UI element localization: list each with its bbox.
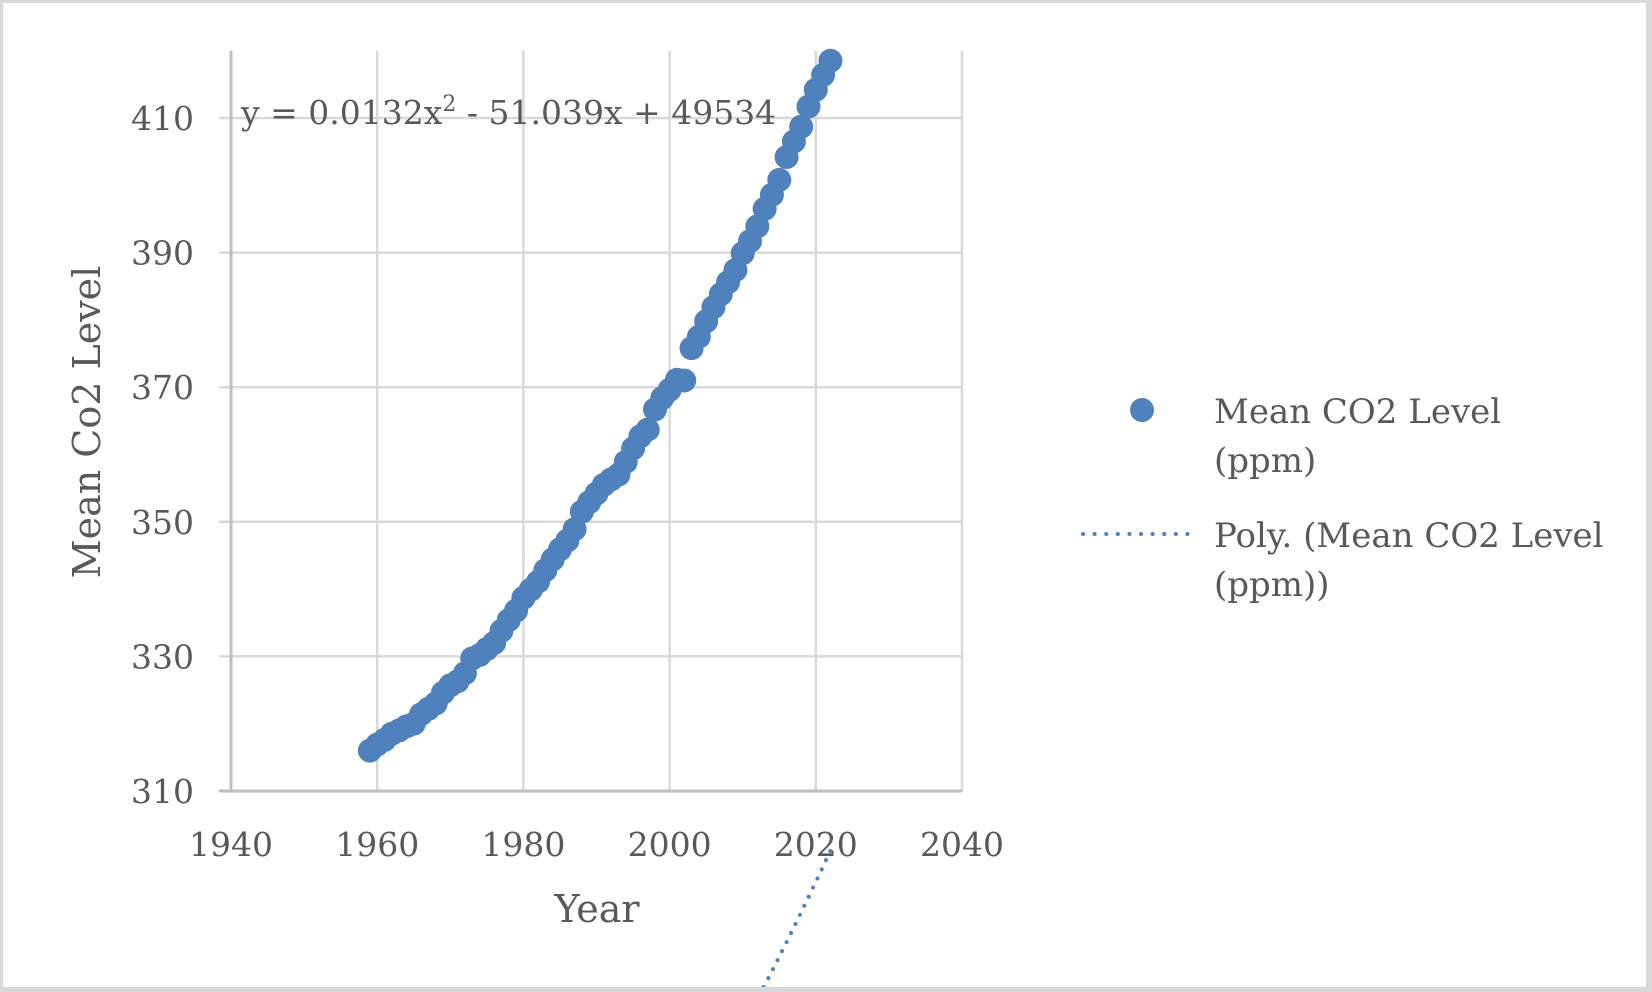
- legend-marker-circle-icon: [1130, 398, 1154, 422]
- data-point[interactable]: [635, 417, 660, 442]
- y-axis-tick-labels: 310 330 350 370 390 410: [131, 99, 194, 811]
- y-tick-label: 310: [131, 772, 194, 811]
- data-points: [357, 48, 843, 763]
- x-tick-label: 1980: [481, 825, 565, 864]
- legend-label-line2: (ppm): [1214, 441, 1316, 481]
- legend-item-mean-co2[interactable]: Mean CO2 Level (ppm): [1130, 392, 1501, 481]
- trendline-equation: y = 0.0132x2 - 51.039x + 49534: [240, 92, 776, 132]
- x-axis-title: Year: [553, 887, 640, 931]
- chart-area[interactable]: 310 330 350 370 390 410 1940 1960 1980 2…: [3, 3, 1646, 992]
- y-tick-label: 370: [131, 368, 194, 407]
- data-point[interactable]: [818, 48, 843, 73]
- x-axis-tick-labels: 1940 1960 1980 2000 2020 2040: [189, 825, 1004, 864]
- x-tick-label: 2040: [920, 825, 1004, 864]
- axes: [219, 51, 962, 793]
- x-tick-label: 2000: [628, 825, 712, 864]
- x-tick-label: 1940: [189, 825, 273, 864]
- y-tick-label: 410: [131, 99, 194, 138]
- data-point[interactable]: [767, 167, 792, 192]
- legend[interactable]: Mean CO2 Level (ppm) Poly. (Mean CO2 Lev…: [1081, 392, 1604, 605]
- y-tick-label: 390: [131, 234, 194, 273]
- scatter-chart: 310 330 350 370 390 410 1940 1960 1980 2…: [65, 48, 1604, 992]
- y-axis-title: Mean Co2 Level: [65, 266, 109, 579]
- data-point[interactable]: [672, 368, 697, 393]
- legend-label-line1: Poly. (Mean CO2 Level: [1214, 516, 1604, 556]
- data-point[interactable]: [789, 114, 814, 139]
- x-tick-label: 2020: [774, 825, 858, 864]
- gridlines: [219, 51, 964, 791]
- y-tick-label: 330: [131, 637, 194, 676]
- legend-label-line2: (ppm)): [1214, 565, 1330, 605]
- legend-item-poly-trendline[interactable]: Poly. (Mean CO2 Level (ppm)): [1081, 516, 1604, 605]
- y-tick-label: 350: [131, 503, 194, 542]
- x-tick-label: 1960: [335, 825, 419, 864]
- legend-label-line1: Mean CO2 Level: [1214, 392, 1501, 432]
